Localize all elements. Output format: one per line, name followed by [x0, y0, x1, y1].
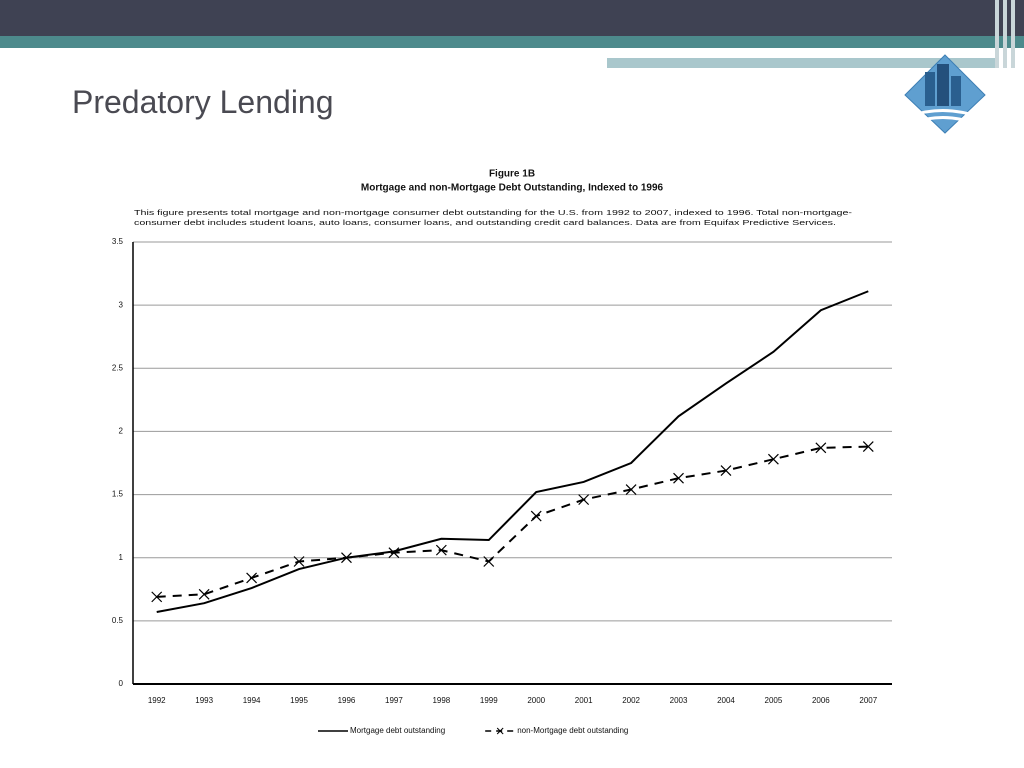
accent-stripe: [1011, 0, 1015, 68]
x-tick-label: 2001: [575, 696, 593, 705]
y-tick-label: 3.5: [112, 237, 124, 246]
accent-stripe: [1003, 0, 1007, 68]
accent-stripe: [607, 58, 997, 68]
data-marker: [530, 510, 542, 522]
legend-label: non-Mortgage debt outstanding: [517, 726, 628, 735]
logo: [951, 76, 961, 106]
x-tick-label: 2000: [527, 696, 545, 705]
data-marker: [151, 591, 163, 603]
data-marker: [198, 588, 210, 600]
data-marker: [578, 494, 590, 506]
data-line: [156, 445, 869, 598]
data-marker: [483, 556, 495, 567]
data-line: [156, 290, 869, 614]
slide-title: Predatory Lending: [72, 84, 334, 120]
data-marker: [625, 484, 637, 495]
data-marker: [673, 472, 684, 484]
data-marker: [246, 572, 258, 584]
y-tick-label: 1: [119, 553, 124, 562]
y-tick-label: 2.5: [112, 363, 124, 372]
x-tick-label: 1998: [432, 696, 450, 705]
x-tick-label: 1994: [243, 696, 261, 705]
y-tick-label: 1.5: [112, 490, 124, 499]
data-marker: [388, 547, 400, 559]
x-tick-label: 1999: [480, 696, 498, 705]
legend-marker: [496, 727, 504, 735]
logo: [925, 72, 935, 106]
data-marker: [341, 552, 352, 564]
y-tick-label: 0: [119, 679, 124, 688]
x-tick-label: 2005: [765, 696, 783, 705]
x-tick-label: 2003: [670, 696, 688, 705]
data-marker: [862, 441, 874, 453]
top-bar: [0, 0, 1024, 36]
data-marker: [815, 442, 827, 454]
data-marker: [767, 453, 779, 465]
y-tick-label: 3: [119, 300, 124, 309]
x-tick-label: 2002: [622, 696, 640, 705]
x-tick-label: 1997: [385, 696, 403, 705]
chart-title: Figure 1B: [489, 169, 535, 180]
x-tick-label: 2004: [717, 696, 735, 705]
x-tick-label: 2007: [859, 696, 877, 705]
chart-description: consumer debt includes student loans, au…: [134, 218, 836, 227]
x-tick-label: 1995: [290, 696, 308, 705]
slide-header: [0, 0, 1024, 134]
x-tick-label: 1993: [195, 696, 213, 705]
x-tick-label: 2006: [812, 696, 830, 705]
logo: [937, 64, 949, 106]
logo: [909, 108, 983, 127]
accent-stripe: [0, 36, 1024, 48]
x-tick-label: 1992: [148, 696, 166, 705]
chart-subtitle: Mortgage and non-Mortgage Debt Outstandi…: [361, 183, 664, 194]
data-marker: [720, 465, 732, 477]
legend-label: Mortgage debt outstanding: [350, 726, 445, 735]
data-marker: [435, 544, 447, 556]
chart-description: This figure presents total mortgage and …: [134, 208, 853, 217]
y-tick-label: 0.5: [112, 616, 124, 625]
accent-stripe: [995, 0, 999, 68]
y-tick-label: 2: [119, 427, 124, 436]
x-tick-label: 1996: [338, 696, 356, 705]
data-marker: [293, 556, 305, 567]
